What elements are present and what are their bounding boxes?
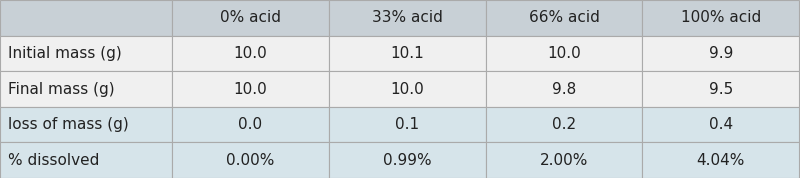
Bar xyxy=(486,36,642,71)
Text: % dissolved: % dissolved xyxy=(8,153,99,168)
Text: 0.0: 0.0 xyxy=(238,117,262,132)
Bar xyxy=(486,71,642,107)
Bar xyxy=(642,142,799,178)
Bar xyxy=(0,36,172,71)
Text: Initial mass (g): Initial mass (g) xyxy=(8,46,122,61)
Text: 10.0: 10.0 xyxy=(547,46,581,61)
Bar xyxy=(329,36,486,71)
Text: 0.4: 0.4 xyxy=(709,117,733,132)
Bar xyxy=(642,0,799,36)
Text: 10.1: 10.1 xyxy=(390,46,424,61)
Text: 2.00%: 2.00% xyxy=(540,153,588,168)
Bar xyxy=(172,36,329,71)
Bar xyxy=(0,71,172,107)
Bar xyxy=(486,0,642,36)
Text: 9.9: 9.9 xyxy=(709,46,733,61)
Text: 100% acid: 100% acid xyxy=(681,10,761,25)
Text: 0.1: 0.1 xyxy=(395,117,419,132)
Text: 0.00%: 0.00% xyxy=(226,153,274,168)
Bar xyxy=(172,0,329,36)
Bar xyxy=(0,0,172,36)
Text: 0.2: 0.2 xyxy=(552,117,576,132)
Bar xyxy=(329,0,486,36)
Bar xyxy=(0,142,172,178)
Bar xyxy=(642,36,799,71)
Text: 10.0: 10.0 xyxy=(390,82,424,96)
Text: 9.8: 9.8 xyxy=(552,82,576,96)
Bar xyxy=(0,107,172,142)
Bar xyxy=(642,71,799,107)
Text: 4.04%: 4.04% xyxy=(697,153,745,168)
Bar xyxy=(172,71,329,107)
Text: 0% acid: 0% acid xyxy=(220,10,281,25)
Text: 33% acid: 33% acid xyxy=(372,10,442,25)
Bar xyxy=(486,107,642,142)
Bar xyxy=(329,71,486,107)
Bar xyxy=(329,142,486,178)
Text: 0.99%: 0.99% xyxy=(383,153,431,168)
Bar xyxy=(642,107,799,142)
Text: 9.5: 9.5 xyxy=(709,82,733,96)
Bar xyxy=(329,107,486,142)
Bar xyxy=(172,107,329,142)
Text: 10.0: 10.0 xyxy=(234,82,267,96)
Text: 10.0: 10.0 xyxy=(234,46,267,61)
Bar xyxy=(486,142,642,178)
Text: Final mass (g): Final mass (g) xyxy=(8,82,114,96)
Text: 66% acid: 66% acid xyxy=(529,10,599,25)
Text: loss of mass (g): loss of mass (g) xyxy=(8,117,129,132)
Bar xyxy=(172,142,329,178)
